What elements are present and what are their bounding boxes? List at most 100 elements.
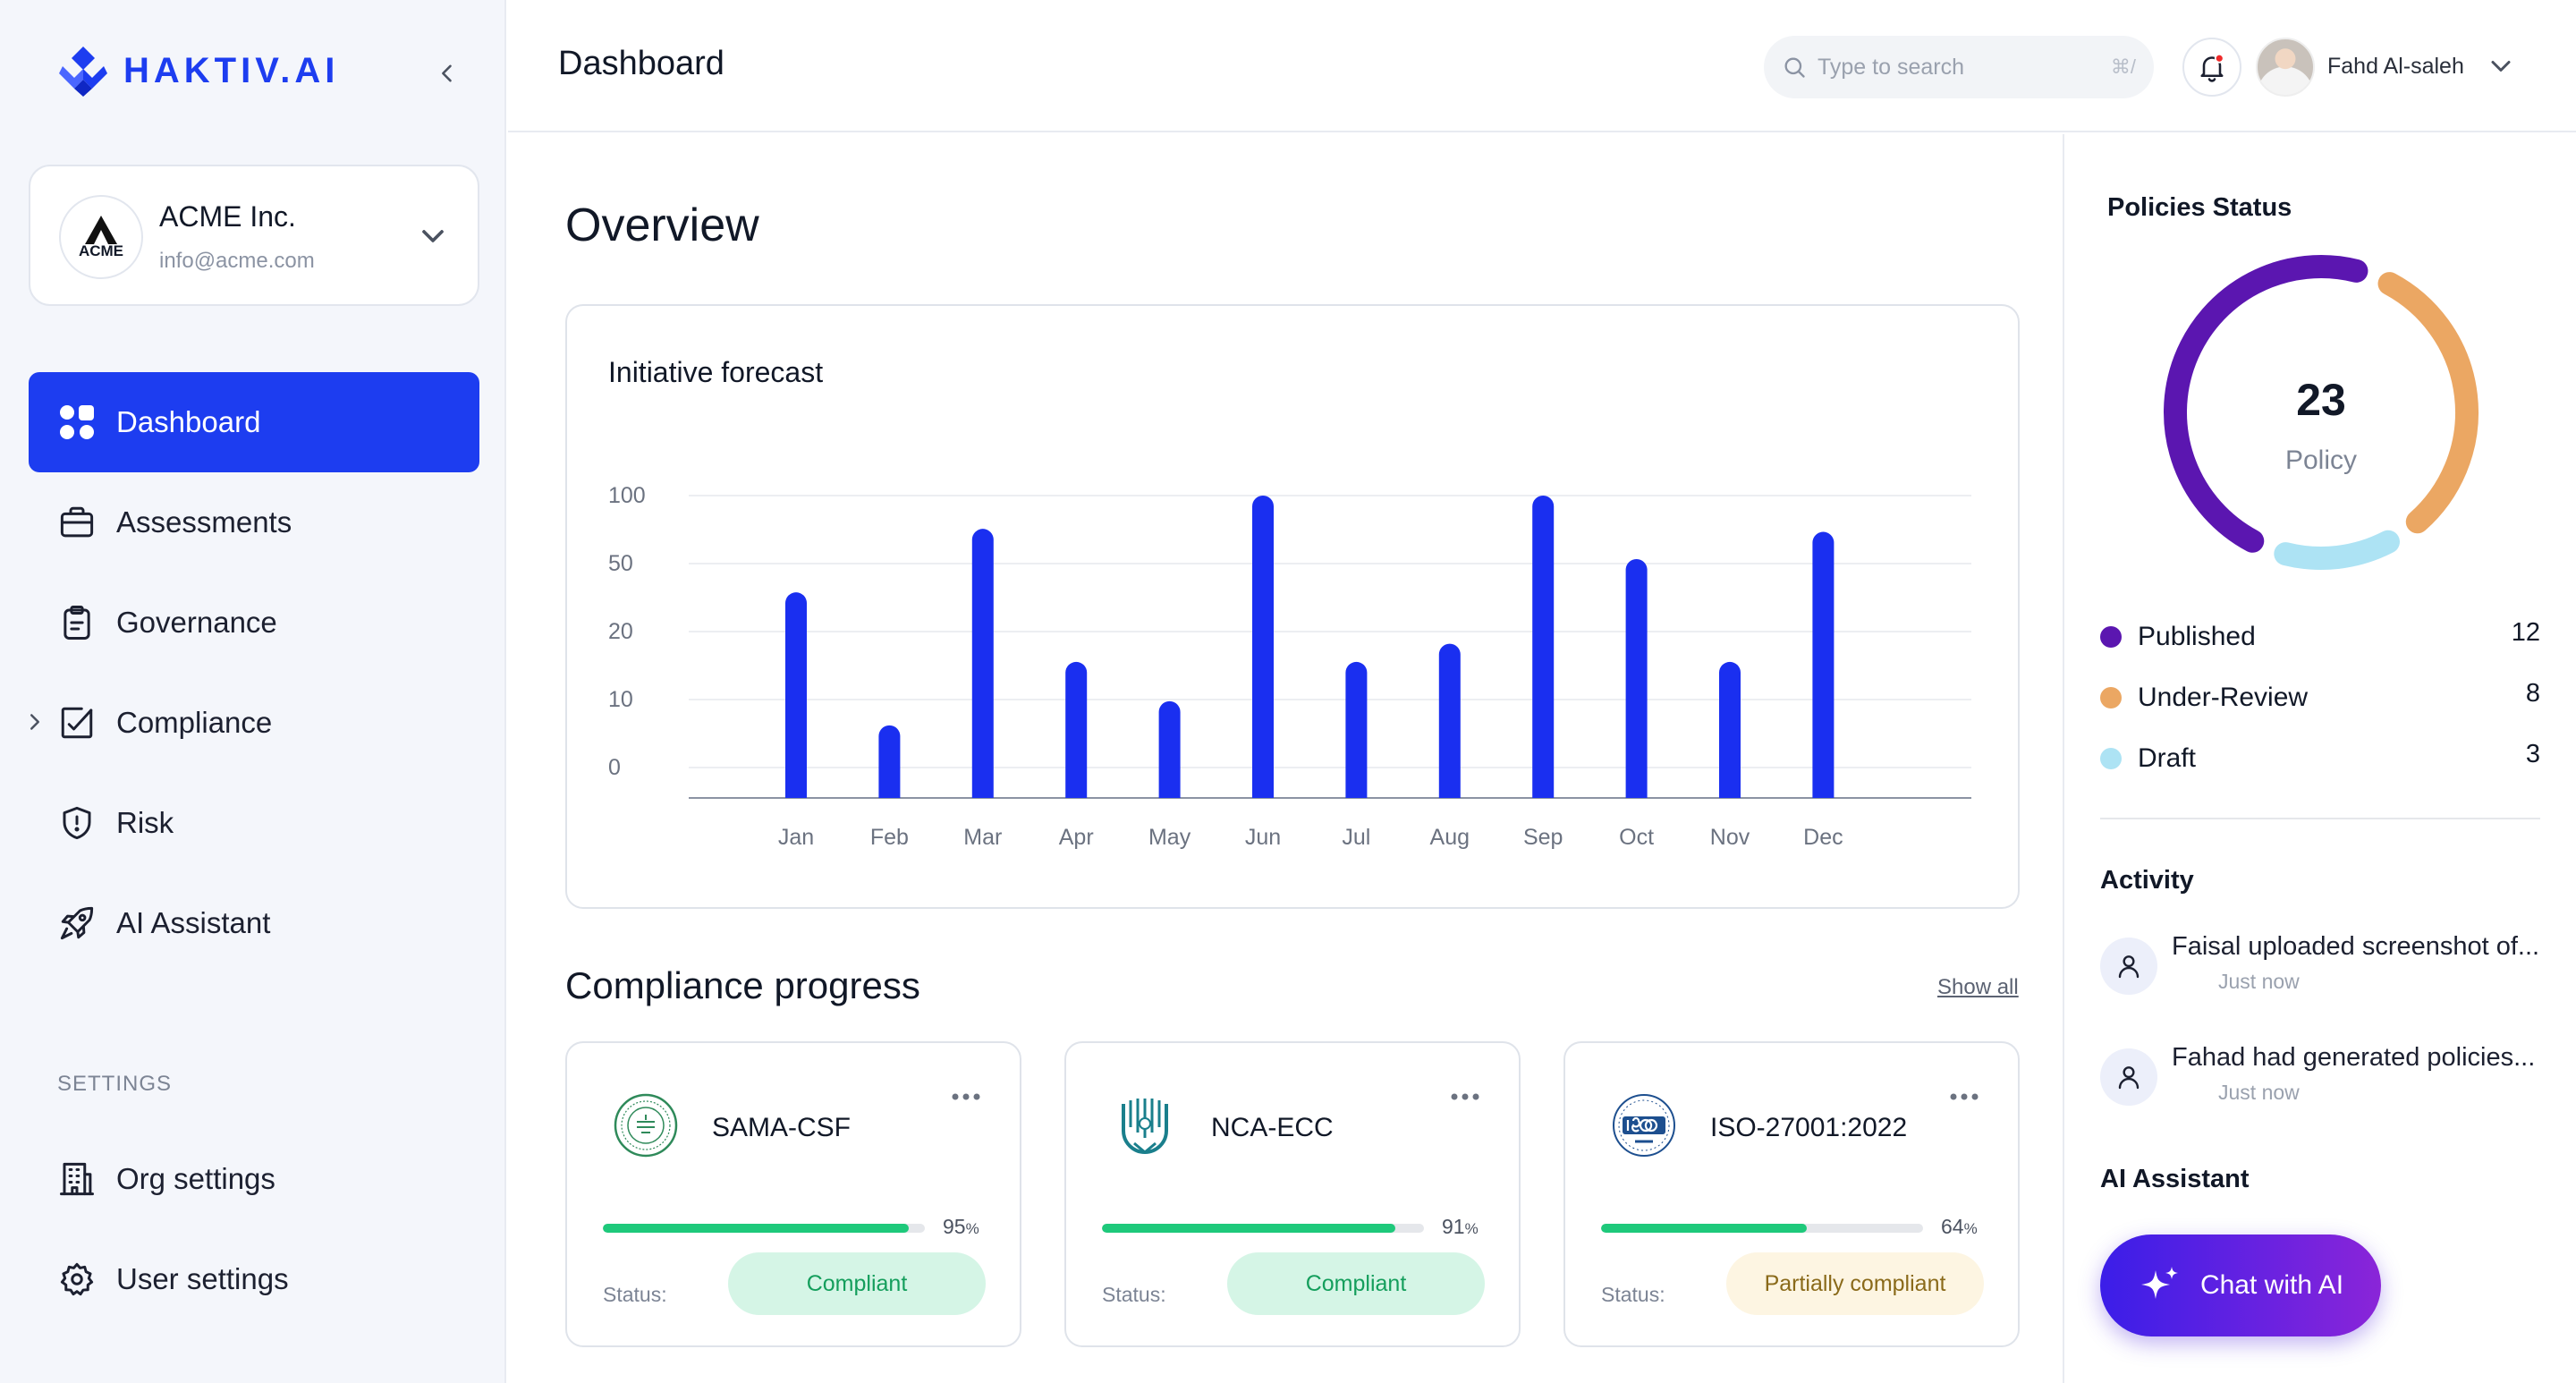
bar-dec[interactable] [1812, 531, 1835, 798]
progress-bar [1102, 1224, 1424, 1233]
status-label: Status: [1102, 1283, 1166, 1306]
status-badge: Partially compliant [1726, 1252, 1984, 1315]
search-input[interactable] [1818, 54, 2111, 81]
org-switcher[interactable]: ACME ACME Inc. info@acme.com [29, 165, 479, 306]
settings-section-label: SETTINGS [57, 1072, 173, 1096]
activity-item[interactable]: Fahad had generated policies... Just now [2100, 1043, 2547, 1115]
more-options-icon[interactable] [1447, 1086, 1483, 1107]
nav-item-label: Governance [116, 606, 277, 639]
y-tick-label: 20 [608, 619, 633, 644]
chat-button-label: Chat with AI [2199, 1270, 2344, 1300]
nav-item-label: Dashboard [116, 405, 261, 438]
x-tick-label: Apr [1059, 825, 1094, 850]
chat-with-ai-button[interactable]: Chat with AI [2100, 1235, 2381, 1336]
progress-percent: 91% [1442, 1215, 1479, 1238]
nav-item-org-settings[interactable]: Org settings [29, 1129, 479, 1229]
page-title: Dashboard [558, 45, 724, 82]
policies-donut-chart [2164, 255, 2479, 570]
nca-logo-icon [1122, 1099, 1168, 1154]
search-box[interactable]: ⌘/ [1764, 36, 2154, 98]
bar-nov[interactable] [1719, 661, 1741, 798]
compliance-progress-title: Compliance progress [565, 964, 920, 1006]
nav-item-assessments[interactable]: Assessments [29, 472, 479, 573]
org-name: ACME Inc. [159, 200, 296, 233]
org-email: info@acme.com [159, 249, 315, 273]
x-tick-label: Jan [778, 825, 814, 850]
bar-mar[interactable] [971, 529, 994, 798]
legend-dot [2100, 748, 2122, 769]
bar-may[interactable] [1158, 700, 1181, 798]
haktiv-logo-icon [59, 47, 107, 97]
nav-item-ai-assistant[interactable]: AI Assistant [29, 873, 479, 973]
bar-jan[interactable] [785, 592, 807, 798]
nav-item-governance[interactable]: Governance [29, 573, 479, 673]
framework-name: ISO-27001:2022 [1710, 1113, 1908, 1142]
chevron-down-icon[interactable] [2485, 50, 2517, 82]
bell-icon [2200, 53, 2224, 82]
sama-logo-icon [614, 1093, 678, 1158]
status-badge: Compliant [728, 1252, 986, 1315]
bar-apr[interactable] [1065, 661, 1088, 798]
status-badge: Compliant [1227, 1252, 1485, 1315]
brand-logo[interactable]: HAKTIV.AI [55, 43, 339, 98]
sidebar: HAKTIV.AI ACME ACME Inc. info@acme.com D… [0, 0, 506, 1383]
nav-item-compliance[interactable]: Compliance [29, 673, 479, 773]
nav-item-user-settings[interactable]: User settings [29, 1229, 479, 1329]
user-icon [2100, 1048, 2157, 1106]
dashboard-icon [57, 403, 97, 442]
rocket-icon [57, 904, 97, 943]
right-panel: Policies Status 23 Policy Published 12 U… [2063, 134, 2576, 1383]
activity-item[interactable]: Faisal uploaded screenshot of... Just no… [2100, 932, 2547, 1004]
user-name[interactable]: Fahd Al-saleh [2327, 54, 2464, 79]
legend-dot [2100, 626, 2122, 648]
collapse-sidebar-button[interactable] [429, 55, 465, 91]
sparkle-icon [2140, 1267, 2178, 1299]
x-tick-label: Dec [1803, 825, 1843, 850]
x-tick-label: May [1148, 825, 1191, 850]
clipboard-icon [57, 603, 97, 642]
nav-item-dashboard[interactable]: Dashboard [29, 372, 479, 472]
nav-item-label: Compliance [116, 706, 273, 739]
divider [2100, 818, 2540, 819]
progress-bar [1601, 1224, 1923, 1233]
status-label: Status: [603, 1283, 667, 1306]
progress-percent: 64% [1941, 1215, 1978, 1238]
legend-under-review: Under-Review 8 [2100, 678, 2540, 717]
bar-oct[interactable] [1625, 558, 1648, 798]
overview-title: Overview [565, 199, 759, 251]
brand-name: HAKTIV.AI [123, 50, 340, 90]
progress-bar [603, 1224, 925, 1233]
search-shortcut: ⌘/ [2110, 55, 2136, 78]
nav-item-label: Assessments [116, 505, 292, 539]
show-all-link[interactable]: Show all [1937, 975, 2019, 999]
chart-title: Initiative forecast [608, 356, 824, 388]
more-options-icon[interactable] [948, 1086, 984, 1107]
user-avatar[interactable] [2256, 38, 2315, 97]
nav-item-label: User settings [116, 1262, 289, 1295]
framework-card-sama[interactable]: SAMA-CSF 95% Status: Compliant [565, 1041, 1021, 1347]
more-options-icon[interactable] [1946, 1086, 1982, 1107]
y-tick-label: 10 [608, 687, 633, 712]
bar-sep[interactable] [1532, 496, 1555, 798]
notifications-button[interactable] [2182, 38, 2241, 97]
donut-slice-published[interactable] [2164, 255, 2368, 553]
activity-text: Fahad had generated policies... [2172, 1043, 2536, 1072]
iso-logo-icon [1613, 1094, 1675, 1157]
initiative-forecast-card: Initiative forecast 100 50 20 10 0 Jan Feb Mar A… [565, 304, 2020, 909]
bar-jun[interactable] [1252, 496, 1274, 798]
y-tick-label: 100 [608, 483, 646, 508]
framework-card-nca[interactable]: NCA-ECC 91% Status: Compliant [1064, 1041, 1521, 1347]
donut-slice-under-review[interactable] [2377, 272, 2479, 534]
legend-dot [2100, 687, 2122, 708]
org-logo: ACME [59, 195, 143, 279]
policies-total: 23 [2296, 375, 2346, 425]
donut-slice-draft[interactable] [2274, 530, 2400, 570]
activity-time: Just now [2218, 970, 2300, 993]
framework-card-iso[interactable]: ISO-27001:2022 64% Status: Partially com… [1563, 1041, 2020, 1347]
x-tick-label: Mar [963, 825, 1002, 850]
nav-item-risk[interactable]: Risk [29, 773, 479, 873]
bar-jul[interactable] [1345, 661, 1368, 798]
x-tick-label: Aug [1430, 825, 1470, 850]
bar-aug[interactable] [1438, 643, 1461, 798]
bar-feb[interactable] [878, 725, 901, 798]
